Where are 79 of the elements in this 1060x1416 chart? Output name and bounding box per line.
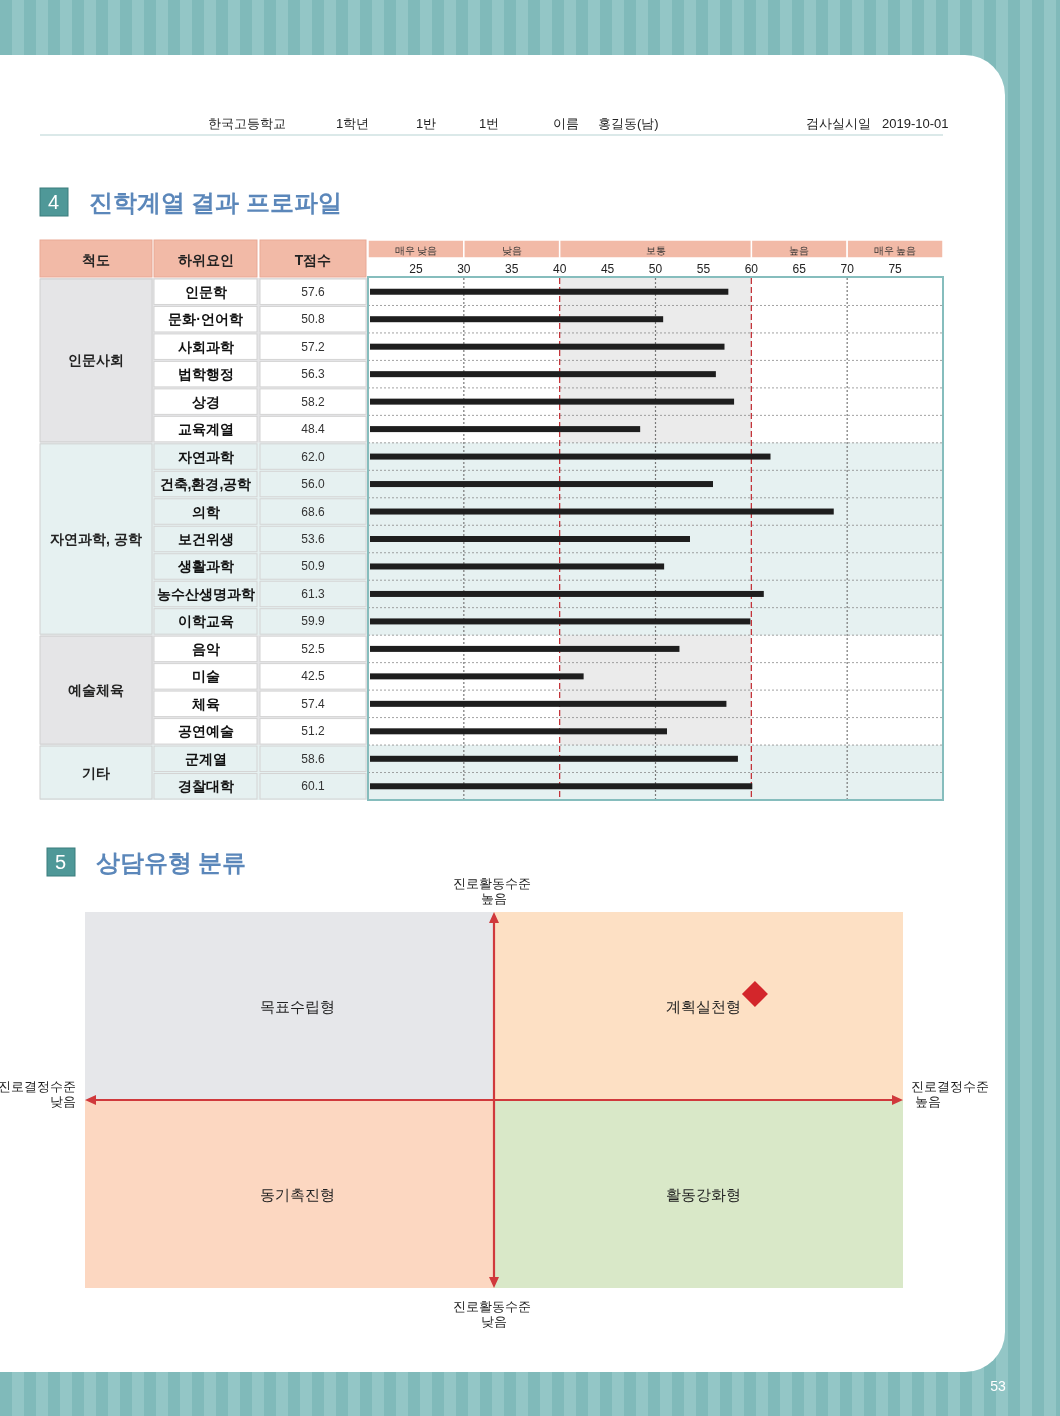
y-tick-label: 법학행정 xyxy=(177,366,234,383)
y-tick-label: 자연과학 xyxy=(177,448,234,465)
y-tick-label: 음악 xyxy=(191,640,220,657)
y-tick-label: 사회과학 xyxy=(177,338,234,355)
x-tick-label: 45 xyxy=(600,261,615,276)
x-tick-label: 40 xyxy=(552,261,567,276)
y-tick-label: 문화·언어학 xyxy=(168,311,243,328)
y-tick-label: 이학교육 xyxy=(177,613,234,630)
y-tick-label: 농수산생명과학 xyxy=(156,585,255,602)
x-tick-label: 30 xyxy=(457,261,471,276)
y-tick-label: 인문학 xyxy=(184,283,227,300)
x-tick-label: 70 xyxy=(840,261,855,276)
data-label: 56.3 xyxy=(301,367,325,382)
data-label: 59.9 xyxy=(301,614,325,629)
data-label: 50.8 xyxy=(301,312,325,327)
x-tick-label: 65 xyxy=(792,261,807,276)
text: 한국고등학교 xyxy=(208,115,286,131)
data-label: 57.6 xyxy=(301,284,325,299)
text: 진로활동수준 높음 xyxy=(453,875,531,906)
band-label: 예술체육 xyxy=(68,682,124,699)
y-tick-label: 의학 xyxy=(191,503,220,520)
data-label: 61.3 xyxy=(301,586,325,601)
text: 진로활동수준 낮음 xyxy=(453,1298,531,1329)
data-label: 68.6 xyxy=(301,504,325,519)
y-tick-label: 생활과학 xyxy=(176,558,234,575)
y-tick-label: 건축,환경,공학 xyxy=(159,476,252,493)
x-tick-label: 25 xyxy=(409,261,423,276)
text: 53 xyxy=(990,1378,1006,1394)
data-label: 50.9 xyxy=(301,559,325,574)
y-tick-label: 공연예술 xyxy=(177,723,234,740)
data-label: 48.4 xyxy=(301,422,325,437)
data-label: 51.2 xyxy=(301,724,325,739)
x-tick-label: 75 xyxy=(888,261,903,276)
data-label: 58.2 xyxy=(301,394,325,409)
data-label: 57.2 xyxy=(301,339,325,354)
text: 높음 xyxy=(789,244,810,256)
x-axis-title: T점수 xyxy=(294,251,332,268)
text: 이름 xyxy=(553,115,579,131)
category-label: 활동강화형 xyxy=(666,1185,741,1203)
text: 1반 xyxy=(416,115,437,131)
x-tick-label: 50 xyxy=(648,261,663,276)
band-label: 자연과학, 공학 xyxy=(50,531,142,547)
band-label: 보통 xyxy=(645,244,666,256)
y-tick-label: 교육계열 xyxy=(177,421,234,438)
category-label: 동기촉진형 xyxy=(260,1185,335,1203)
data-label: 60.1 xyxy=(301,779,325,794)
category-label: 계획실천형 xyxy=(666,997,741,1015)
data-label: 58.6 xyxy=(301,751,325,766)
data-label: 57.4 xyxy=(301,696,325,711)
text: 진로결정수준 높음 xyxy=(911,1078,989,1109)
data-label: 53.6 xyxy=(301,532,325,546)
x-tick-label: 35 xyxy=(505,261,519,276)
text: 매우 낮음 xyxy=(394,244,438,256)
text: 척도 xyxy=(82,251,110,268)
chart-title: 4 진학계열 결과 프로파일 xyxy=(48,188,343,216)
text: 2019-10-01 xyxy=(882,115,949,131)
y-tick-label: 상경 xyxy=(191,393,220,410)
text: 1번 xyxy=(479,115,500,131)
x-tick-label: 55 xyxy=(696,261,711,276)
data-label: 52.5 xyxy=(301,641,325,656)
y-tick-label: 미술 xyxy=(191,668,220,685)
text: 1학년 xyxy=(336,115,370,131)
data-label: 56.0 xyxy=(301,477,325,492)
y-tick-label: 체육 xyxy=(190,695,220,712)
chart-title: 5 상담유형 분류 xyxy=(55,848,247,876)
data-label: 62.0 xyxy=(301,449,325,464)
data-label: 42.5 xyxy=(301,669,325,684)
text: 홍길동(남) xyxy=(598,115,659,131)
category-label: 목표수립형 xyxy=(260,997,335,1015)
text: 낮음 xyxy=(501,244,522,256)
text: 검사실시일 xyxy=(806,115,871,131)
x-tick-label: 60 xyxy=(744,261,759,276)
y-axis-title: 하위요인 xyxy=(177,251,234,268)
y-tick-label: 경찰대학 xyxy=(177,778,234,795)
band-label: 기타 xyxy=(82,764,110,781)
band-label: 인문사회 xyxy=(68,352,124,369)
y-tick-label: 보건위생 xyxy=(177,531,234,547)
y-tick-label: 군계열 xyxy=(184,750,227,767)
text: 매우 높음 xyxy=(873,244,917,256)
